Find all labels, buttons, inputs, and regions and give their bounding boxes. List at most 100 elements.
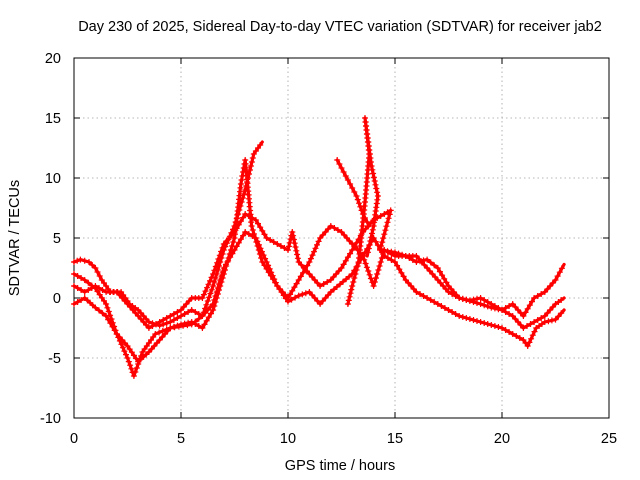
data-point-marker [456,295,463,301]
data-point-marker [432,274,439,280]
data-point-marker [203,317,210,324]
data-point-marker [214,285,221,291]
data-point-marker [369,226,376,233]
data-point-marker [516,335,523,341]
data-point-marker [549,304,556,310]
series-line [335,158,371,228]
data-point-marker [178,321,184,328]
y-axis-label: SDTVAR / TECUs [7,180,23,296]
series-track-1 [71,140,264,379]
data-point-marker [195,311,202,317]
data-point-marker [359,211,366,217]
data-point-marker [463,296,470,303]
data-point-marker [548,317,555,324]
data-point-marker [215,256,222,262]
data-point-marker [515,307,521,313]
data-point-marker [272,279,279,286]
data-point-marker [424,256,431,263]
data-point-marker [436,268,443,275]
data-point-marker [261,231,268,238]
series-track-3 [71,207,566,331]
data-point-marker [130,373,137,379]
data-point-marker [362,260,369,267]
data-point-marker [524,305,531,312]
data-point-marker [145,319,152,325]
data-point-marker [210,283,217,289]
data-point-marker [293,247,300,254]
data-point-marker [385,215,392,222]
data-point-marker [377,259,384,265]
data-point-marker [237,218,244,225]
data-point-marker [86,259,92,265]
data-point-marker [252,235,259,241]
data-point-marker [377,213,384,219]
data-point-marker [137,310,144,316]
data-point-marker [368,163,375,169]
data-point-marker [378,243,385,249]
data-point-marker [292,244,299,250]
data-point-marker [188,319,195,325]
data-point-marker [205,281,212,288]
data-point-marker [398,269,405,276]
data-point-marker [338,229,345,235]
data-point-marker [205,314,212,321]
data-point-marker [470,296,477,303]
data-point-marker [235,221,242,228]
data-point-marker [74,273,81,279]
data-point-marker [396,266,403,273]
data-point-marker [394,262,401,269]
data-point-marker [111,327,118,334]
data-point-marker [488,322,495,328]
data-point-marker [92,304,99,311]
data-point-marker [484,299,491,305]
data-point-marker [379,239,386,246]
data-point-marker [384,249,391,255]
data-point-marker [558,297,565,303]
data-point-marker [410,286,417,292]
data-point-marker [327,289,334,295]
data-point-marker [499,325,505,331]
data-point-marker [549,280,556,286]
data-point-marker [152,331,159,337]
data-point-marker [242,229,249,235]
data-point-marker [255,220,261,227]
data-point-marker [434,265,441,271]
data-point-marker [400,273,407,280]
data-point-marker [96,285,102,291]
data-point-marker [223,238,230,244]
data-point-marker [164,328,171,334]
data-point-marker [96,273,103,279]
data-point-marker [137,316,144,322]
data-point-marker [217,277,224,283]
data-point-marker [121,340,128,346]
y-tick-label: 5 [53,231,61,247]
data-point-marker [367,275,374,282]
data-point-marker [249,227,256,233]
data-point-marker [374,189,381,196]
data-point-marker [186,298,192,304]
data-point-marker [340,261,347,268]
data-point-marker [381,211,388,217]
data-point-marker [344,301,351,307]
series-line [72,208,566,330]
data-point-marker [299,291,306,298]
data-point-marker [420,257,427,264]
data-point-marker [441,305,448,311]
data-point-marker [371,178,378,184]
data-point-marker [366,241,373,248]
data-point-marker [127,362,134,369]
data-point-marker [338,265,345,271]
data-point-marker [210,301,217,307]
data-point-marker [333,283,340,290]
data-point-marker [302,266,309,273]
data-point-marker [366,271,373,278]
data-point-marker [375,267,382,273]
data-point-marker [135,313,142,319]
data-point-marker [324,279,331,285]
data-point-marker [529,332,536,339]
data-point-marker [491,323,498,329]
data-point-marker [427,297,434,303]
data-point-marker [388,257,395,263]
data-point-marker [233,225,240,232]
data-point-marker [361,256,368,263]
